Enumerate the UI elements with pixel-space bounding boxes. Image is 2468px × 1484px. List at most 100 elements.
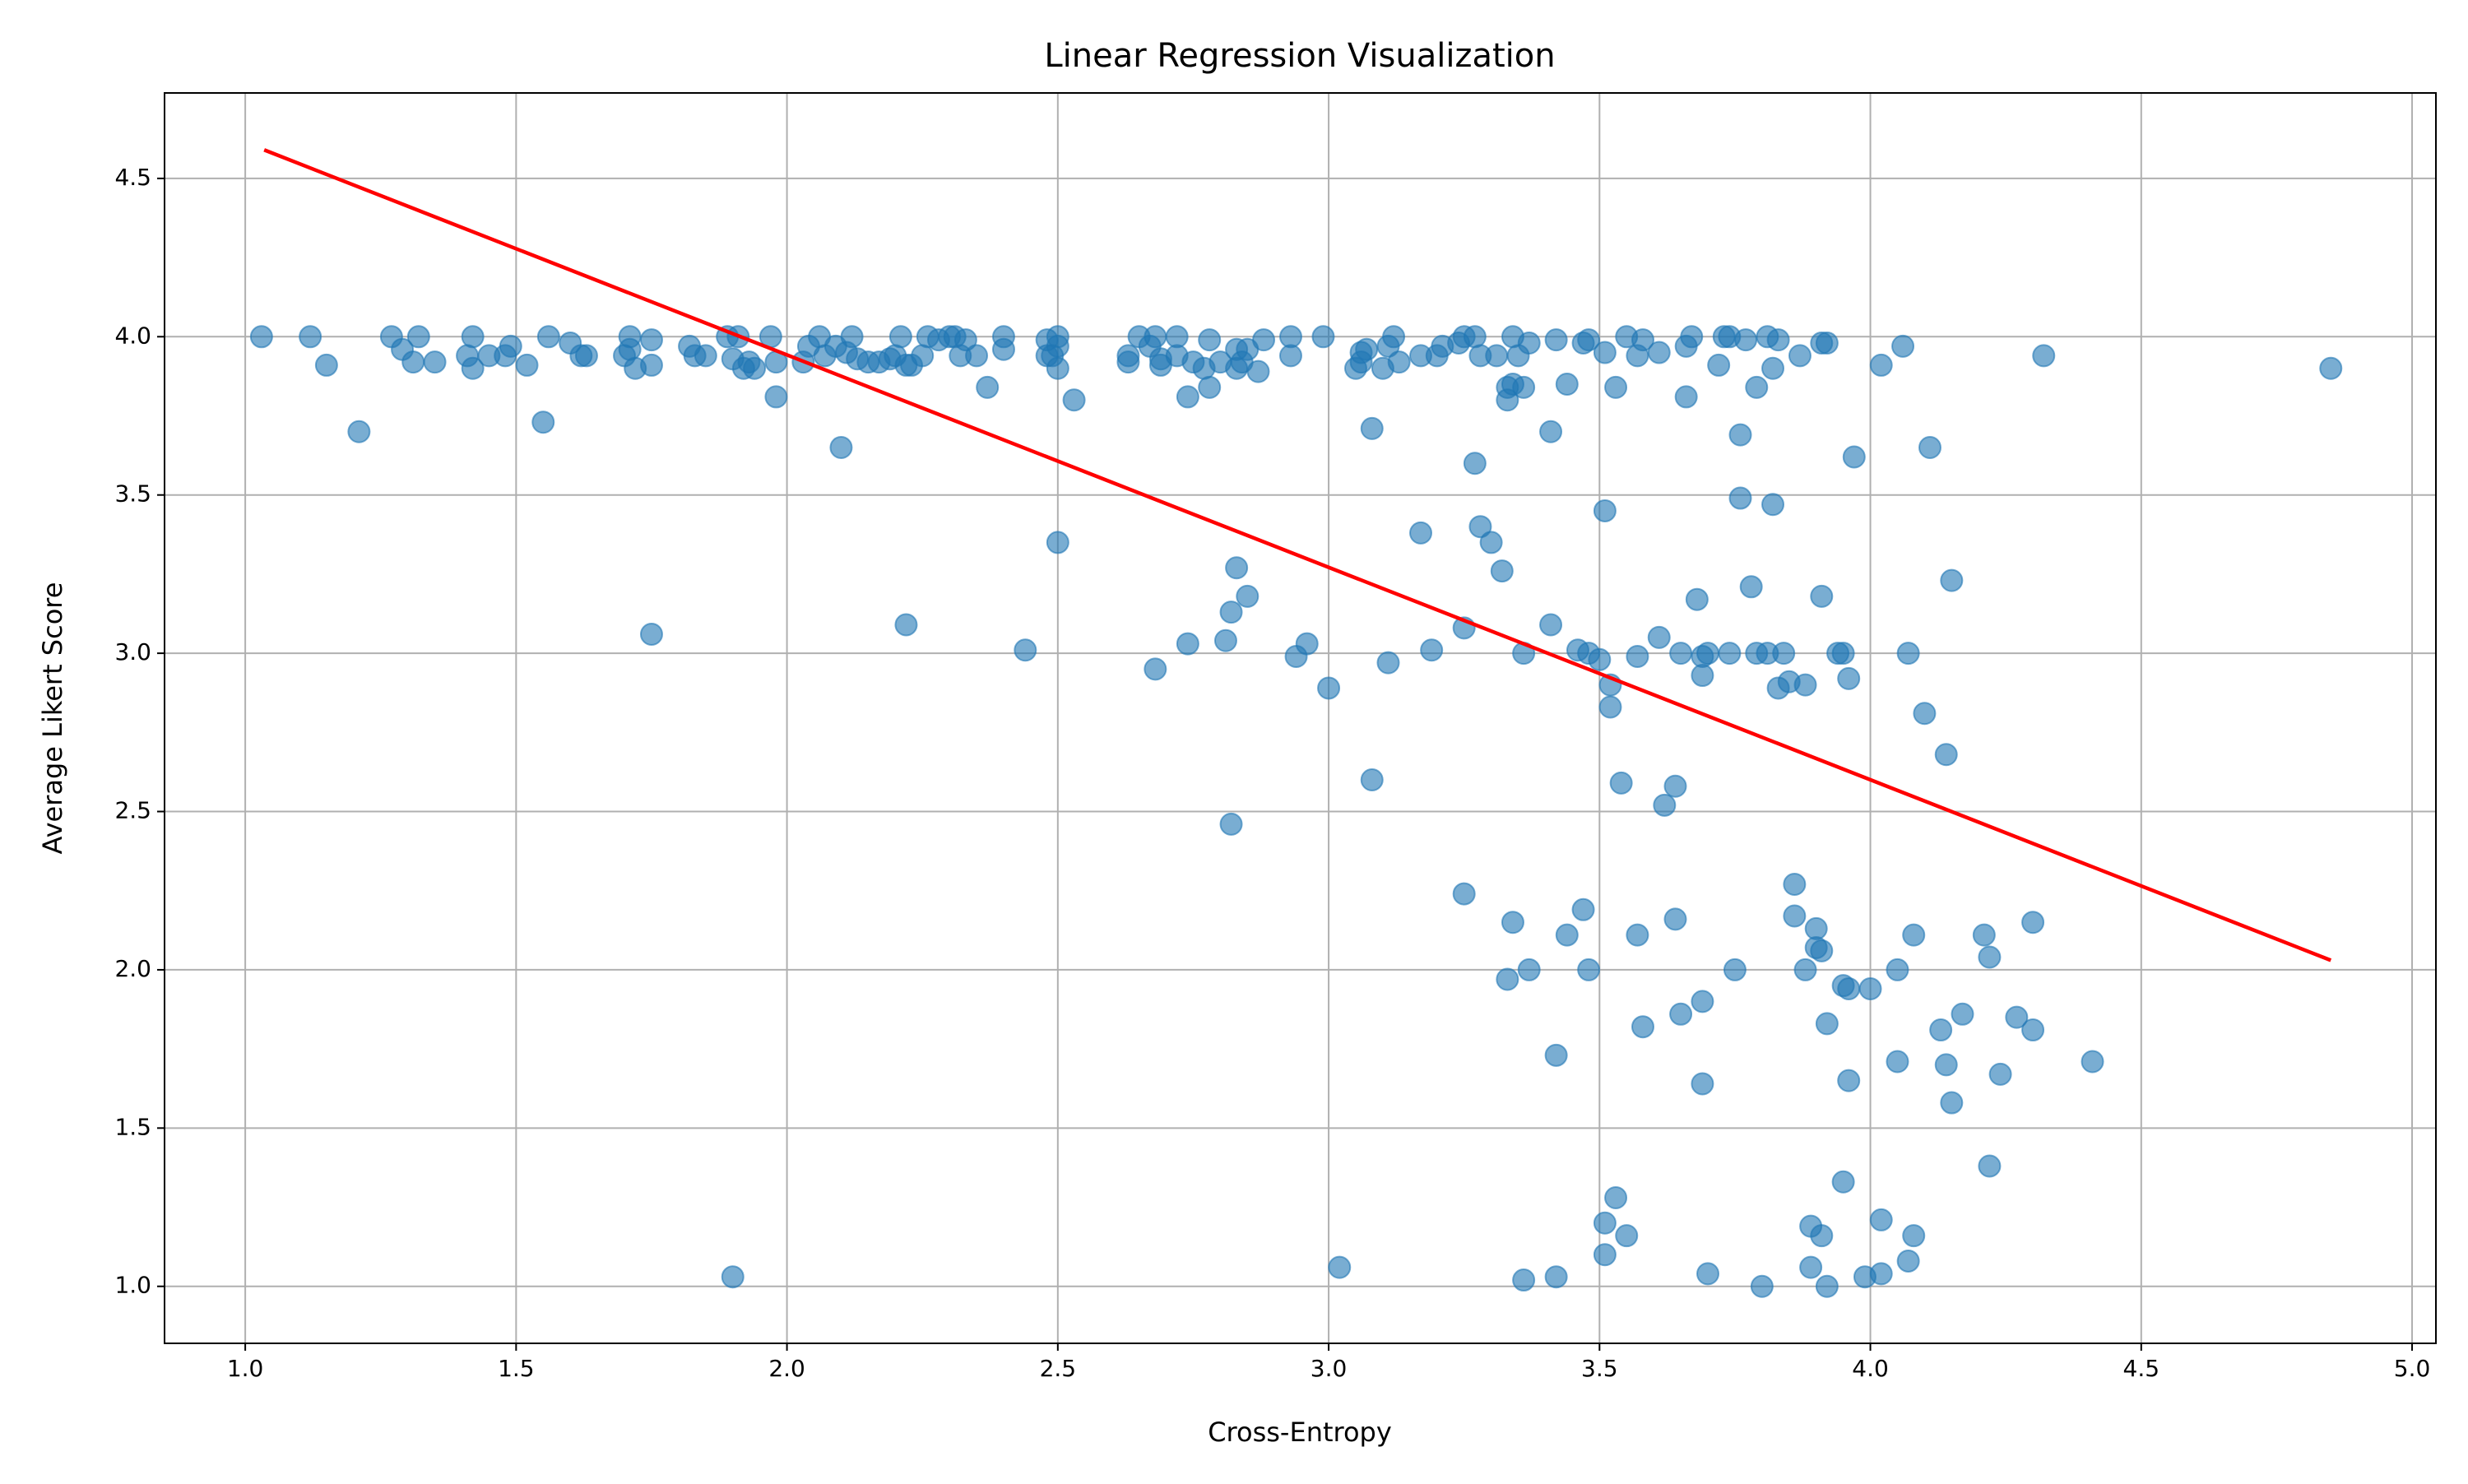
scatter-point [1886,1050,1909,1074]
scatter-point [1062,388,1086,412]
scatter-point [1539,420,1563,443]
scatter-point [1815,1012,1839,1036]
scatter-point [2081,1050,2104,1074]
scatter-point [965,344,989,368]
scatter-point [2032,344,2056,368]
scatter-point [1463,452,1487,475]
scatter-point [461,325,485,349]
scatter-point [894,613,918,637]
scatter-point [1116,344,1140,368]
scatter-point [1896,1249,1920,1273]
scatter-point [1972,923,1996,947]
scatter-point [1144,325,1167,349]
scatter-point [1988,1062,2012,1086]
scatter-point [461,356,485,380]
scatter-point [1696,642,1720,665]
scatter-point [1577,328,1601,352]
scatter-point [1734,328,1758,352]
scatter-point [1544,1265,1568,1289]
scatter-point [1317,676,1341,700]
scatter-point [911,344,935,368]
scatter-point [1728,423,1752,447]
scatter-point [1496,967,1519,991]
x-tick-label: 5.0 [2394,1355,2431,1382]
scatter-point [1799,1255,1823,1279]
scatter-point [1691,990,1714,1013]
y-tick-label: 4.0 [114,322,151,349]
scatter-point [1626,923,1649,947]
scatter-point [1723,958,1747,981]
x-tick-label: 4.5 [2123,1355,2160,1382]
scatter-point [1278,325,1302,349]
scatter-point [1891,334,1915,358]
x-tick-label: 1.5 [498,1355,535,1382]
scatter-point [1236,584,1260,608]
scatter-point [1571,897,1595,921]
scatter-point [1647,341,1671,364]
scatter-point [1978,1154,2002,1178]
scatter-point [1420,638,1444,662]
scatter-point [1246,359,1270,383]
scatter-point [1761,493,1785,517]
scatter-point [1382,325,1406,349]
chart-title: Linear Regression Visualization [1044,37,1555,75]
plot-frame [164,92,2437,1344]
scatter-point [694,344,717,368]
scatter-point [1669,1002,1693,1026]
y-tick-label: 3.5 [114,480,151,508]
scatter-point [991,325,1015,349]
scatter-point [1918,435,1941,459]
scatter-point [536,325,560,349]
x-tick-label: 2.0 [768,1355,805,1382]
scatter-point [1745,375,1769,399]
scatter-point [639,623,663,647]
y-tick-label: 1.0 [114,1272,151,1299]
scatter-point [1902,923,1926,947]
scatter-point [1593,499,1617,522]
x-tick-label: 2.5 [1040,1355,1077,1382]
scatter-point [1815,1274,1839,1298]
scatter-point [531,410,555,434]
scatter-point [1360,416,1384,440]
scatter-point [1376,651,1400,675]
scatter-point [1810,584,1834,608]
scatter-point [1837,1069,1861,1092]
scatter-point [1869,353,1893,377]
scatter-point [1772,642,1796,665]
y-axis-label: Average Likert Score [37,582,68,855]
scatter-point [1810,1224,1834,1248]
scatter-point [1555,923,1579,947]
scatter-point [1869,1208,1893,1231]
scatter-point [1198,328,1222,352]
scatter-point [1940,568,1964,592]
scatter-point [1783,873,1807,897]
scatter-point [1604,1185,1628,1209]
scatter-point [1913,702,1937,726]
scatter-point [829,435,853,459]
scatter-point [1219,812,1243,836]
scatter-point [1213,628,1237,652]
scatter-point [1934,1053,1958,1077]
scatter-point [1014,638,1037,662]
scatter-point [1783,904,1807,928]
scatter-point [1869,1262,1893,1286]
scatter-point [1598,695,1622,719]
scatter-point [1837,666,1861,690]
scatter-point [1512,1268,1536,1292]
scatter-point [1718,642,1742,665]
scatter-point [639,328,663,352]
scatter-point [1951,1002,1974,1026]
scatter-point [639,353,663,377]
scatter-point [1788,344,1812,368]
y-tick-label: 3.0 [114,638,151,665]
scatter-point [1452,882,1476,906]
scatter-point [888,325,912,349]
x-tick-label: 1.0 [227,1355,264,1382]
scatter-point [1593,341,1617,364]
scatter-point [1669,642,1693,665]
scatter-point [2021,1018,2045,1042]
scatter-point [1311,325,1335,349]
scatter-point [1479,531,1503,554]
scatter-point [1588,647,1612,671]
scatter-point [299,325,322,349]
